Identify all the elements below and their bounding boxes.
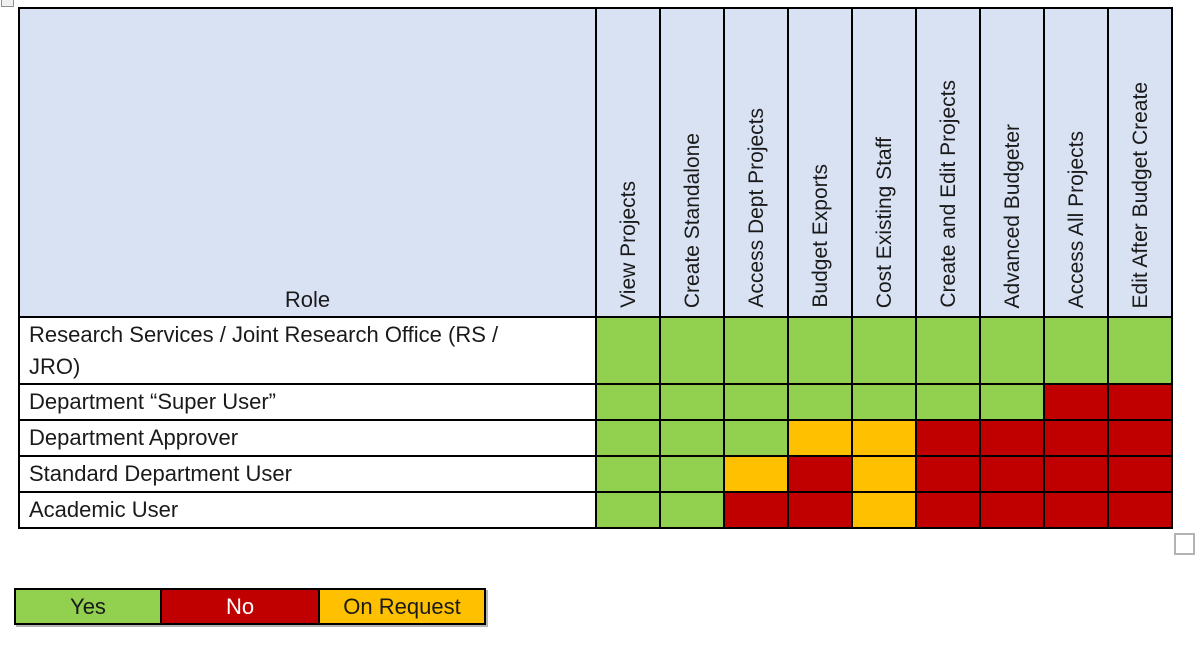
column-header-cell: Advanced Budgeter: [981, 9, 1043, 316]
permission-cell-yes: [981, 385, 1043, 419]
permission-cell-yes: [725, 421, 787, 455]
permission-cell-no: [917, 421, 979, 455]
legend-item-yes: Yes: [16, 590, 160, 623]
permission-cell-no: [981, 493, 1043, 527]
table-move-handle-icon[interactable]: [1, 0, 14, 7]
permission-cell-on_request: [853, 421, 915, 455]
permission-cell-yes: [661, 421, 723, 455]
permission-cell-yes: [789, 385, 851, 419]
role-label-cell: Department “Super User”: [20, 385, 595, 419]
permission-cell-no: [981, 457, 1043, 491]
permission-cell-on_request: [853, 493, 915, 527]
column-header-cell: Create and Edit Projects: [917, 9, 979, 316]
column-header-cell: Access Dept Projects: [725, 9, 787, 316]
role-label-cell: Standard Department User: [20, 457, 595, 491]
permission-cell-yes: [725, 318, 787, 383]
permission-cell-no: [1109, 385, 1171, 419]
role-label-cell: Academic User: [20, 493, 595, 527]
permission-cell-no: [789, 457, 851, 491]
column-header-label: Create Standalone: [680, 132, 704, 308]
permission-cell-yes: [853, 318, 915, 383]
permission-cell-no: [1109, 457, 1171, 491]
permission-cell-no: [725, 493, 787, 527]
permission-cell-on_request: [725, 457, 787, 491]
legend: Yes No On Request: [14, 588, 486, 625]
table-resize-handle[interactable]: [1174, 533, 1195, 555]
column-header-label: Budget Exports: [808, 164, 832, 308]
permission-cell-yes: [661, 318, 723, 383]
permission-cell-yes: [597, 493, 659, 527]
column-header-label: Create and Edit Projects: [936, 80, 960, 308]
legend-item-on_request: On Request: [318, 590, 484, 623]
permission-cell-yes: [661, 493, 723, 527]
column-header-label: Cost Existing Staff: [872, 136, 896, 308]
permission-cell-no: [917, 457, 979, 491]
column-header-label: Access Dept Projects: [744, 108, 768, 308]
permission-cell-no: [1109, 421, 1171, 455]
permission-cell-yes: [981, 318, 1043, 383]
permission-cell-yes: [917, 318, 979, 383]
column-header-label: Advanced Budgeter: [1000, 123, 1024, 308]
column-header-cell: Cost Existing Staff: [853, 9, 915, 316]
column-header-label: View Projects: [616, 181, 640, 308]
column-header-cell: Budget Exports: [789, 9, 851, 316]
permission-cell-yes: [597, 457, 659, 491]
permission-cell-on_request: [789, 421, 851, 455]
permission-cell-yes: [853, 385, 915, 419]
permission-cell-on_request: [853, 457, 915, 491]
permission-cell-yes: [597, 318, 659, 383]
column-header-cell: Access All Projects: [1045, 9, 1107, 316]
permission-cell-no: [1045, 385, 1107, 419]
permission-cell-no: [1045, 457, 1107, 491]
legend-item-no: No: [160, 590, 318, 623]
permission-cell-yes: [725, 385, 787, 419]
column-header-cell: Edit After Budget Create: [1109, 9, 1171, 316]
permission-cell-no: [1045, 493, 1107, 527]
role-label-cell: Department Approver: [20, 421, 595, 455]
role-column-header: Role: [20, 9, 595, 316]
permission-cell-yes: [1109, 318, 1171, 383]
permission-cell-no: [917, 493, 979, 527]
column-header-label: Access All Projects: [1064, 130, 1088, 308]
permission-cell-yes: [1045, 318, 1107, 383]
permission-cell-yes: [597, 385, 659, 419]
column-header-cell: Create Standalone: [661, 9, 723, 316]
permission-cell-yes: [789, 318, 851, 383]
permissions-table: Role View Projects Create Standalone Access…: [18, 7, 1173, 529]
permission-cell-no: [789, 493, 851, 527]
column-header-label: Edit After Budget Create: [1128, 81, 1152, 308]
permission-cell-yes: [917, 385, 979, 419]
permission-cell-no: [1045, 421, 1107, 455]
permission-cell-yes: [597, 421, 659, 455]
permission-cell-yes: [661, 385, 723, 419]
permission-cell-no: [981, 421, 1043, 455]
permission-cell-yes: [661, 457, 723, 491]
permission-cell-no: [1109, 493, 1171, 527]
role-label-cell: Research Services / Joint Research Offic…: [20, 318, 595, 383]
column-header-cell: View Projects: [597, 9, 659, 316]
